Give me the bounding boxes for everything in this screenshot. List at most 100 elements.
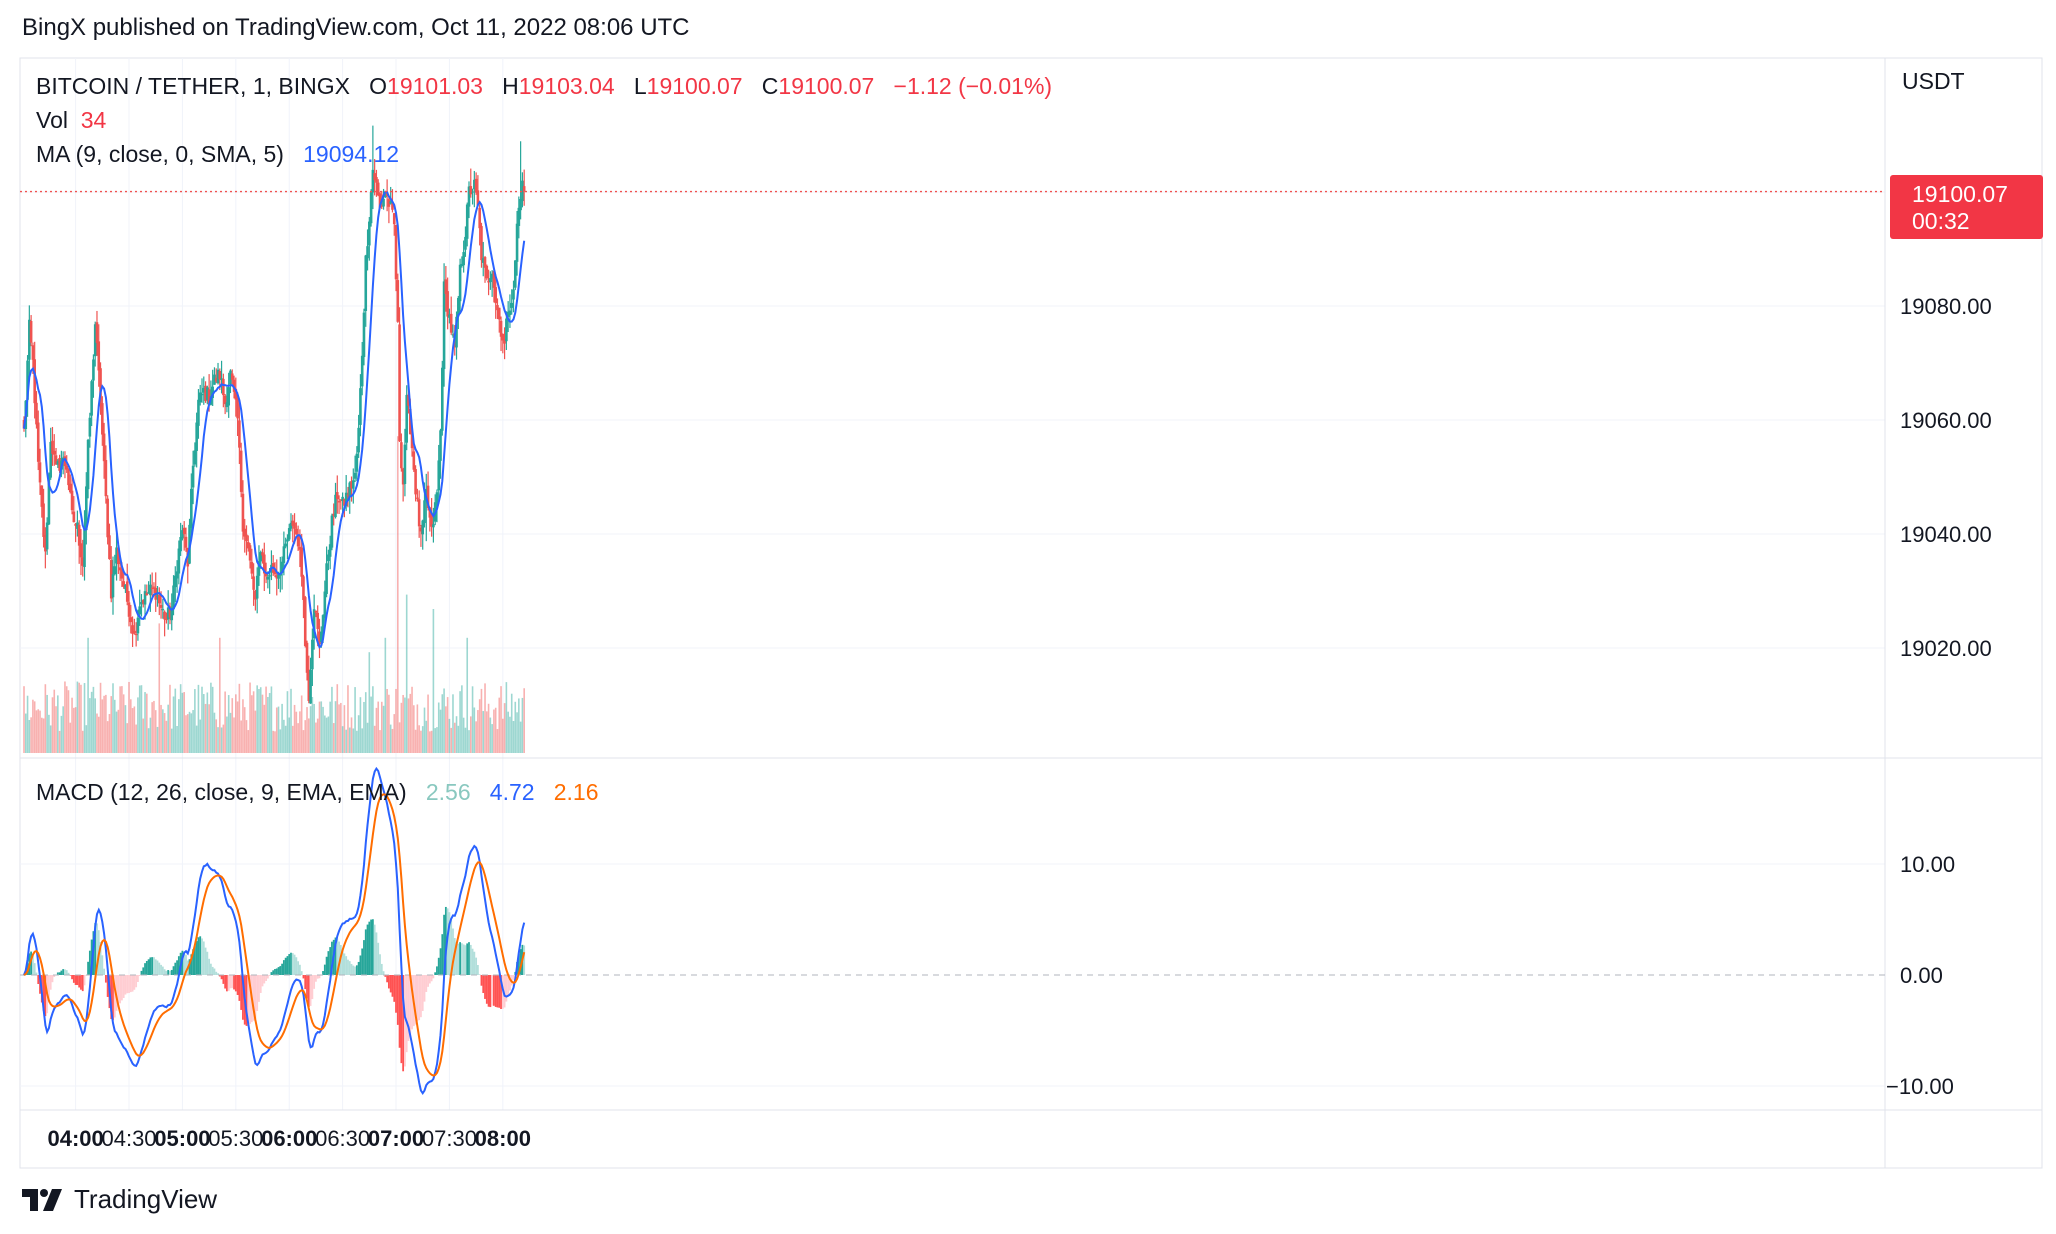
volume-bar bbox=[24, 713, 27, 753]
candle-body bbox=[93, 324, 97, 357]
macd-histogram-bar bbox=[160, 964, 162, 975]
volume-bar bbox=[469, 716, 472, 753]
candle-body bbox=[359, 388, 362, 425]
volume-bar bbox=[340, 702, 342, 753]
volume-bar bbox=[117, 709, 120, 753]
candle-body bbox=[175, 571, 179, 579]
symbol-label[interactable]: BITCOIN / TETHER, 1, BINGX bbox=[36, 73, 350, 99]
macd-histogram-bar bbox=[234, 975, 237, 992]
candle-body bbox=[400, 442, 403, 469]
volume-bar bbox=[163, 713, 166, 753]
candle-body bbox=[273, 570, 277, 575]
candle-body bbox=[106, 498, 109, 538]
candle-body bbox=[246, 542, 250, 549]
volume-bar bbox=[459, 691, 461, 753]
macd-histogram-bar bbox=[83, 975, 86, 986]
macd-label[interactable]: MACD (12, 26, close, 9, EMA, EMA) bbox=[36, 779, 407, 805]
ma-label[interactable]: MA (9, close, 0, SMA, 5) bbox=[36, 141, 284, 167]
candle-body bbox=[366, 246, 369, 259]
volume-bar bbox=[484, 683, 486, 753]
candle-body bbox=[161, 608, 165, 611]
candle-body bbox=[195, 422, 198, 451]
candle-body bbox=[309, 669, 312, 704]
candle-body bbox=[47, 475, 51, 525]
macd-histogram-bar bbox=[347, 959, 349, 975]
macd-histogram-bar bbox=[145, 960, 148, 975]
time-axis-tick-label: 06:00 bbox=[261, 1126, 317, 1151]
volume-bar bbox=[131, 708, 134, 753]
macd-histogram-bar bbox=[133, 975, 136, 990]
candle-body bbox=[421, 520, 425, 535]
candle-body bbox=[396, 280, 400, 322]
volume-bar bbox=[135, 724, 137, 753]
volume-bar bbox=[261, 694, 264, 753]
candle-body bbox=[214, 377, 218, 382]
volume-bar bbox=[57, 695, 59, 753]
macd-histogram-bar bbox=[473, 951, 476, 975]
candle-body bbox=[501, 334, 505, 341]
currency-label[interactable]: USDT bbox=[1902, 68, 1965, 94]
macd-signal-line bbox=[23, 793, 526, 1077]
volume-bar bbox=[405, 594, 408, 753]
macd-histogram-bar bbox=[309, 975, 312, 1006]
macd-histogram-bar bbox=[165, 970, 168, 975]
macd-histogram-bar bbox=[300, 971, 303, 975]
volume-bar bbox=[299, 711, 301, 753]
candle-body bbox=[72, 511, 76, 523]
volume-bar bbox=[169, 684, 171, 753]
candle-body bbox=[508, 310, 512, 315]
price-axis-tick-label: 19040.00 bbox=[1900, 522, 1992, 547]
volume-bar bbox=[105, 694, 107, 753]
volume-bar bbox=[236, 701, 239, 753]
macd-histogram-bar bbox=[304, 975, 307, 990]
candle-body bbox=[275, 575, 279, 579]
macd-histogram-bar bbox=[366, 924, 369, 975]
macd-histogram-bar bbox=[195, 941, 198, 975]
macd-histogram-bar bbox=[277, 967, 280, 975]
candle-body bbox=[236, 397, 239, 419]
candle-body bbox=[311, 639, 314, 670]
volume-bar bbox=[395, 688, 397, 753]
candle-body bbox=[157, 594, 161, 604]
candle-body bbox=[437, 460, 441, 491]
tradingview-brand[interactable]: TradingView bbox=[22, 1184, 217, 1215]
candle-body bbox=[257, 561, 261, 576]
volume-bar bbox=[94, 698, 96, 753]
volume-bar bbox=[153, 700, 155, 753]
macd-histogram-bar bbox=[391, 975, 394, 997]
volume-bar bbox=[397, 436, 399, 753]
volume-bar bbox=[126, 723, 129, 753]
volume-bar bbox=[73, 707, 75, 753]
candle-body bbox=[88, 417, 92, 437]
volume-bar bbox=[448, 718, 451, 753]
volume-bar bbox=[341, 726, 344, 753]
candle-body bbox=[375, 177, 378, 183]
macd-histogram-bar bbox=[266, 975, 269, 979]
macd-histogram-bar bbox=[389, 975, 392, 993]
candle-body bbox=[296, 535, 300, 547]
candle-body bbox=[200, 393, 204, 396]
volume-bar bbox=[222, 724, 225, 753]
volume-bar bbox=[290, 688, 292, 753]
candle-body bbox=[44, 534, 47, 552]
candle-body bbox=[293, 522, 296, 529]
candle-body bbox=[457, 297, 460, 317]
time-axis-tick-label: 04:30 bbox=[101, 1126, 156, 1151]
macd-histogram-bar bbox=[210, 963, 212, 975]
volume-bar bbox=[162, 709, 164, 753]
volume-bar bbox=[211, 686, 214, 753]
candle-body bbox=[474, 178, 478, 193]
volume-label[interactable]: Vol bbox=[36, 107, 68, 133]
candle-body bbox=[229, 370, 232, 385]
macd-histogram-bar bbox=[418, 975, 421, 1021]
volume-bar bbox=[156, 726, 159, 753]
macd-histogram-bar bbox=[414, 975, 417, 1025]
macd-histogram-bar bbox=[112, 975, 114, 1021]
candle-body bbox=[480, 226, 483, 261]
volume-bar bbox=[197, 684, 200, 753]
macd-histogram-bar bbox=[322, 971, 324, 975]
macd-histogram-bar bbox=[106, 975, 109, 997]
volume-bar bbox=[464, 727, 467, 753]
macd-histogram-bar bbox=[81, 975, 84, 992]
